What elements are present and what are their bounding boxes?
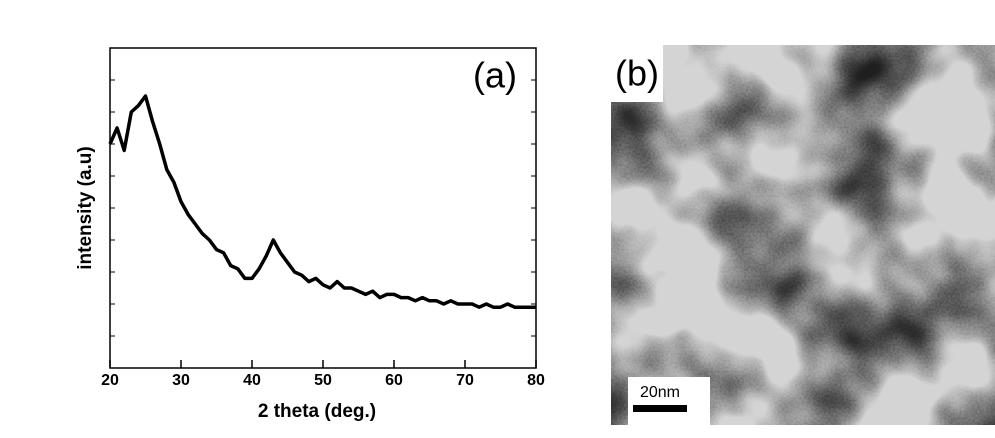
x-tick-label: 60 (385, 372, 403, 389)
y-axis-label: intensity (a.u) (75, 146, 96, 270)
x-tick-label: 80 (527, 372, 545, 389)
scale-bar-label: 20nm (640, 384, 680, 401)
panel-label: (b) (615, 53, 659, 94)
scale-box (628, 377, 710, 425)
xrd-line (108, 94, 536, 309)
panel-label: (a) (473, 55, 517, 96)
x-tick-label: 40 (243, 372, 261, 389)
x-tick-label: 30 (172, 372, 190, 389)
x-axis-label: 2 theta (deg.) (258, 401, 376, 422)
x-tick-label: 70 (456, 372, 474, 389)
scale-bar (633, 405, 687, 412)
tem-texture (611, 45, 995, 425)
x-tick-label: 20 (101, 372, 119, 389)
plot-frame (109, 47, 537, 369)
tem-image: (b) 20nm (611, 45, 995, 425)
x-tick-label: 50 (314, 372, 332, 389)
plot: (a) 2 theta (deg.) intensity (a.u) 20 30 4… (75, 47, 545, 422)
label-box (611, 45, 663, 102)
